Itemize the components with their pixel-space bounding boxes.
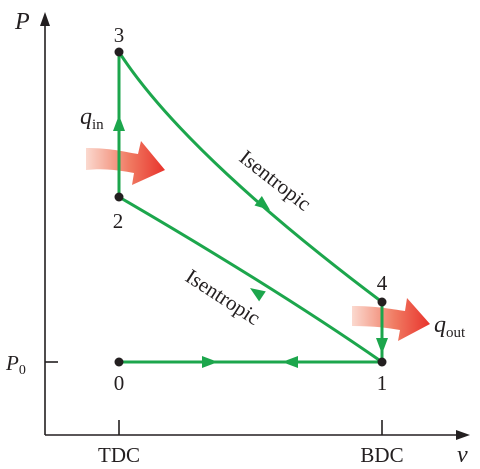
heat-in-arrow (86, 141, 165, 185)
state-points (114, 47, 387, 367)
state-point-0 (114, 357, 124, 367)
process-3-4-expansion (117, 51, 383, 304)
x-tick-tdc: TDC (98, 443, 140, 467)
arrow-0-1 (202, 356, 218, 368)
arrow-2-3 (113, 115, 125, 131)
p0-sub: 0 (19, 363, 26, 378)
state-label-3: 3 (114, 23, 125, 47)
process-label-expansion: Isentropic (235, 145, 316, 216)
y-axis-label: P (14, 9, 30, 35)
state-label-0: 0 (114, 371, 125, 395)
state-label-2: 2 (113, 209, 124, 233)
state-point-1 (377, 357, 387, 367)
arrow-1-0 (282, 356, 298, 368)
state-labels: 0 1 2 3 4 (113, 23, 388, 395)
heat-in-main: q (80, 104, 92, 130)
heat-in-label: qin (80, 104, 104, 133)
axes: P v TDC BDC P0 (5, 9, 470, 468)
arrow-1-2 (250, 288, 266, 302)
process-label-compression: Isentropic (181, 264, 265, 330)
state-label-1: 1 (377, 371, 388, 395)
y-tick-p0: P0 (5, 351, 26, 378)
x-axis-arrow (456, 430, 470, 440)
p0-main: P (5, 351, 19, 375)
x-tick-bdc: BDC (360, 443, 403, 467)
y-axis-arrow (40, 12, 50, 26)
heat-out-arrow (352, 298, 430, 341)
direction-arrows (113, 115, 388, 368)
heat-out-main: q (434, 312, 446, 338)
heat-out-label: qout (434, 312, 466, 341)
arrow-4-1 (376, 338, 388, 354)
state-point-3 (114, 47, 124, 57)
state-label-4: 4 (377, 271, 388, 295)
arrow-3-4 (254, 196, 270, 210)
state-point-4 (377, 297, 387, 307)
process-1-2-compression (118, 195, 383, 364)
state-point-2 (114, 192, 124, 202)
cycle-paths (117, 51, 384, 364)
heat-in-sub: in (92, 117, 104, 133)
x-axis-label: v (457, 442, 468, 468)
heat-out-sub: out (446, 325, 466, 341)
